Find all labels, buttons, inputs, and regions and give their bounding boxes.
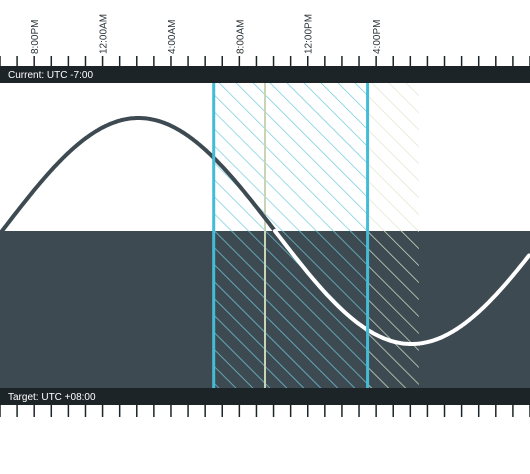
current-zone-bar [0,66,530,83]
tick-label: 12:00AM [99,14,110,54]
target-time-ticks [0,405,530,417]
tick-label: 8:00AM [235,20,246,54]
tick-label: 4:00AM [167,20,178,54]
tick-label: 12:00PM [304,14,315,54]
target-zone-label: Target: UTC +08:00 [8,392,96,403]
sun-curve-day [0,116,276,233]
tick-label: 4:00PM [372,20,383,54]
current-time-ticks [0,56,530,66]
sun-curve-night [273,229,530,346]
overlap-window [213,83,368,388]
extension-window [367,83,419,388]
current-zone-label: Current: UTC -7:00 [8,70,93,81]
target-zone-bar [0,388,530,405]
current-time-labels: 8:00PM 12:00AM 4:00AM 8:00AM 12:00PM 4:00PM [30,14,383,54]
tick-label: 8:00PM [30,20,41,54]
